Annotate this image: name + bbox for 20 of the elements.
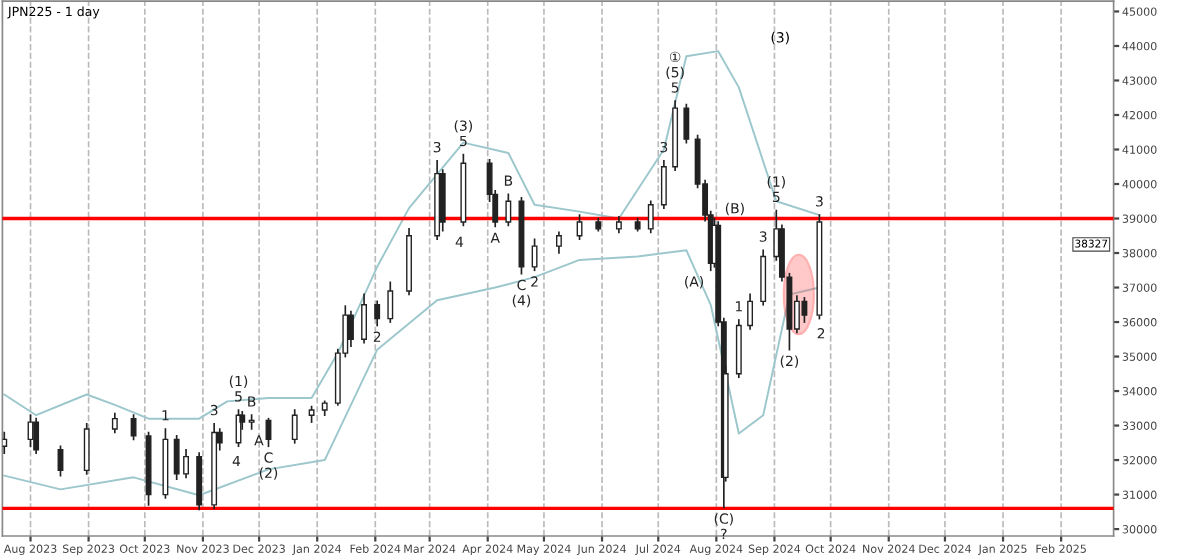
candlestick — [660, 160, 667, 209]
candlestick — [130, 414, 137, 441]
candlestick — [801, 297, 808, 323]
candlestick — [374, 300, 381, 327]
candlestick — [505, 193, 512, 227]
candlestick — [760, 249, 767, 306]
candlestick — [747, 293, 754, 330]
candlestick — [83, 422, 90, 475]
candlestick — [291, 409, 298, 444]
candlestick — [387, 281, 394, 323]
line-series — [3, 50, 821, 420]
candlestick — [111, 412, 118, 434]
candlestick — [347, 310, 354, 348]
line-series — [3, 249, 821, 497]
candlestick — [531, 238, 538, 272]
candlestick — [647, 200, 654, 234]
candlestick — [33, 417, 40, 455]
candlestick — [683, 103, 690, 144]
candlestick — [555, 231, 562, 254]
candlestick — [361, 293, 367, 344]
